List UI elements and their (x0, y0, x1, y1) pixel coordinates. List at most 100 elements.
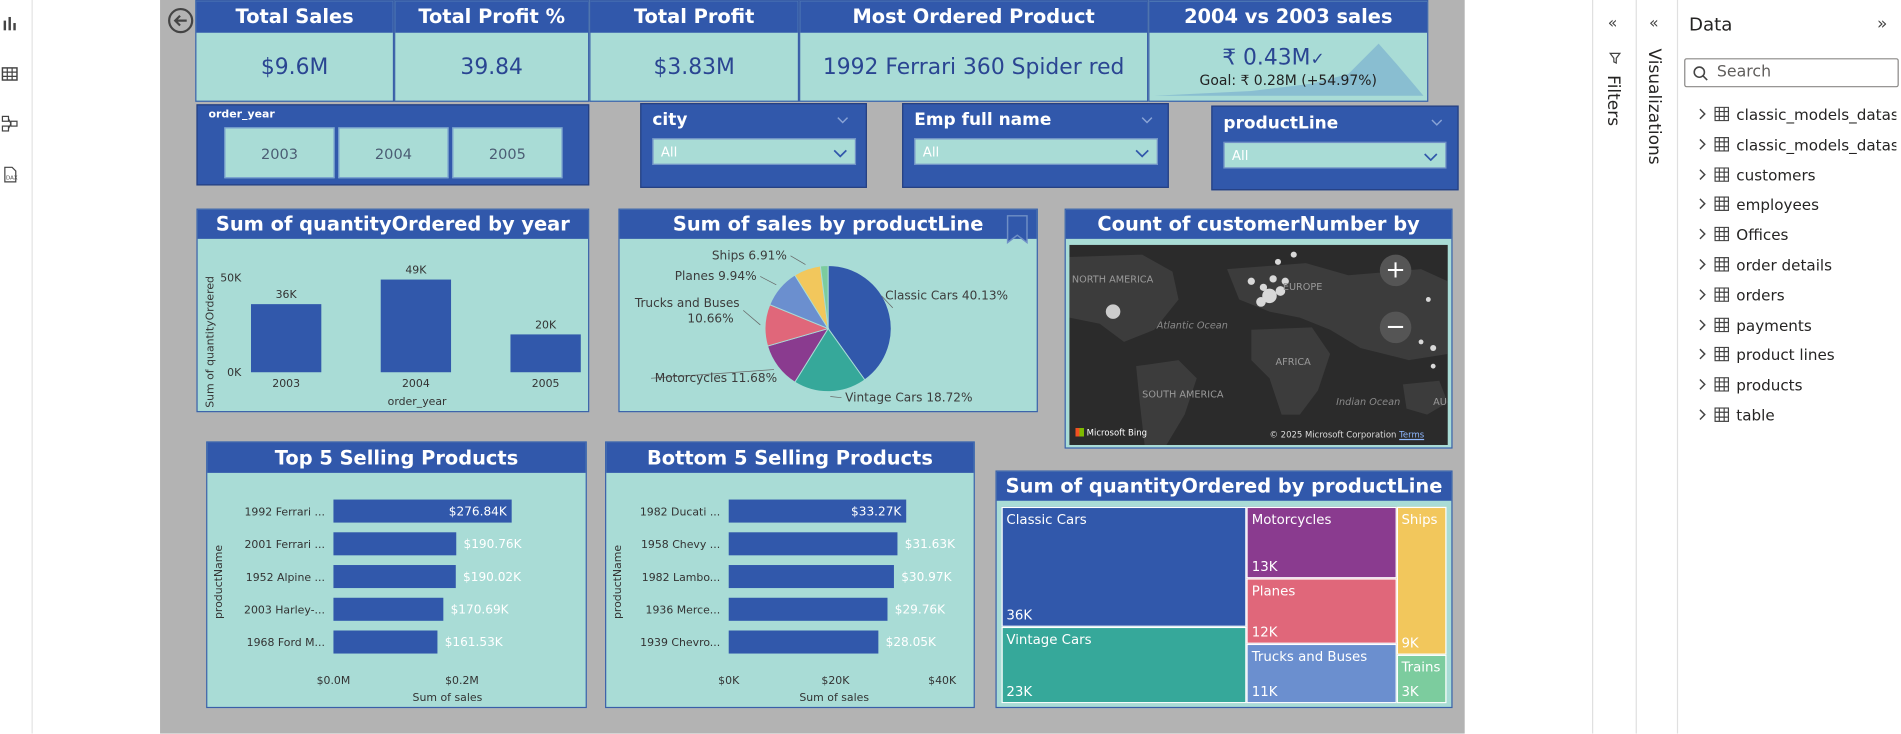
chevron-right-icon[interactable] (1698, 348, 1708, 360)
productline-dropdown[interactable]: All (1223, 141, 1447, 169)
chevron-right-icon[interactable] (1698, 108, 1708, 120)
model-view-icon[interactable] (1, 115, 18, 132)
treemap-tile[interactable]: Ships 9K (1396, 506, 1447, 655)
bar[interactable] (728, 532, 898, 556)
chevron-down-icon[interactable] (837, 116, 849, 124)
bar[interactable] (250, 304, 322, 373)
chevron-down-icon[interactable] (1141, 116, 1153, 124)
data-table-item[interactable]: customers (1678, 162, 1901, 189)
bar[interactable] (728, 597, 888, 621)
zoom-out-button[interactable]: − (1379, 311, 1412, 344)
report-view-icon[interactable] (1, 15, 18, 32)
bar[interactable] (510, 334, 581, 373)
treemap-tile[interactable]: Motorcycles 13K (1246, 506, 1397, 578)
chevron-right-icon[interactable] (1698, 168, 1708, 180)
pie-slice[interactable] (819, 265, 829, 329)
chevron-right-icon[interactable] (1698, 379, 1708, 391)
treemap-tile[interactable]: Planes 12K (1246, 577, 1397, 644)
treemap-tile[interactable]: Vintage Cars 23K (1001, 626, 1247, 704)
map-area[interactable]: NORTH AMERICA EUROPE Atlantic Ocean AFRI… (1069, 244, 1448, 445)
terms-link[interactable]: Terms (1399, 430, 1425, 441)
chevron-right-icon[interactable] (1698, 288, 1708, 300)
map-label-south-america: SOUTH AMERICA (1142, 389, 1224, 401)
zoom-in-button[interactable]: + (1379, 254, 1412, 287)
table-view-icon[interactable] (1, 65, 18, 82)
bar[interactable] (728, 499, 907, 523)
treemap-tile[interactable]: Trucks and Buses 11K (1246, 643, 1397, 704)
x-axis-label: order_year (388, 395, 447, 408)
data-table-item[interactable]: classic_models_dataset (1678, 102, 1901, 129)
data-label: 49K (405, 263, 427, 276)
bottom5-plot: productName Sum of sales $0K $20K $40K 1… (611, 499, 957, 704)
slicer-employee: Emp full name All (902, 103, 1169, 188)
map-customers-by-country[interactable]: Count of customerNumber by country (1064, 208, 1453, 449)
employee-dropdown[interactable]: All (914, 138, 1158, 165)
filter-icon (1608, 52, 1622, 65)
data-table-item[interactable]: order details (1678, 252, 1901, 279)
data-table-name: classic_models_dataset (1736, 105, 1897, 124)
chevron-right-icon[interactable] (1698, 318, 1708, 330)
x-axis-label: Sum of sales (413, 691, 483, 704)
data-table-item[interactable]: classic_models_dataset... (1678, 132, 1901, 159)
yoy-value-text: ₹ 0.43M (1222, 44, 1311, 71)
data-table-item[interactable]: orders (1678, 282, 1901, 309)
data-table-item[interactable]: payments (1678, 312, 1901, 339)
chart-bottom5-products[interactable]: Bottom 5 Selling Products productName Su… (605, 441, 975, 709)
x-tick: $40K (928, 674, 957, 687)
chart-treemap-qty-by-productline[interactable]: Sum of quantityOrdered by productLine Cl… (995, 470, 1453, 709)
expand-data-pane-icon[interactable]: » (1876, 14, 1888, 34)
bookmark-icon[interactable] (1005, 215, 1029, 245)
pie-slice[interactable] (827, 265, 892, 381)
bar[interactable] (728, 565, 894, 589)
data-table-item[interactable]: employees (1678, 192, 1901, 219)
tile-label: Trucks and Buses (1251, 648, 1368, 664)
chevron-right-icon[interactable] (1698, 228, 1708, 240)
collapse-visualizations-icon[interactable]: « (1649, 14, 1659, 33)
tile-label: Planes (1251, 582, 1296, 599)
tile-label: Trains (1401, 658, 1441, 675)
chevron-right-icon[interactable] (1698, 409, 1708, 421)
bar[interactable] (333, 499, 512, 523)
bar[interactable] (333, 532, 457, 556)
chevron-right-icon[interactable] (1698, 258, 1708, 270)
chart-qty-by-year[interactable]: Sum of quantityOrdered by year Sum of qu… (196, 208, 590, 413)
productline-dropdown-value: All (1231, 147, 1249, 164)
data-label: $30.97K (901, 570, 952, 584)
report-canvas: Total Sales $9.6M Total Profit % 39.84 T… (160, 0, 1465, 734)
chart-top5-products[interactable]: Top 5 Selling Products productName Sum o… (206, 441, 587, 709)
kpi-title: Total Sales (196, 1, 393, 33)
bar[interactable] (333, 630, 438, 654)
chevron-right-icon[interactable] (1698, 198, 1708, 210)
search-input[interactable]: Search (1684, 58, 1899, 88)
visualizations-pane-label[interactable]: Visualizations (1644, 48, 1664, 165)
city-dropdown[interactable]: All (652, 138, 857, 165)
collapse-filters-icon[interactable]: « (1607, 14, 1618, 33)
treemap-tile[interactable]: Trains 3K (1396, 654, 1447, 704)
bar[interactable] (728, 630, 879, 654)
employee-dropdown-value: All (922, 144, 940, 161)
data-table-item[interactable]: products (1678, 372, 1901, 399)
back-arrow-icon[interactable] (167, 7, 194, 34)
slice-label: Trucks and Buses (634, 296, 740, 310)
dax-query-view-icon[interactable]: DAX (1, 166, 18, 183)
tile-label: Ships (1401, 511, 1438, 528)
year-option-2003[interactable]: 2003 (224, 127, 335, 179)
chevron-right-icon[interactable] (1698, 138, 1708, 150)
treemap-tile[interactable]: Classic Cars 36K (1001, 506, 1247, 627)
year-option-2005[interactable]: 2005 (452, 127, 563, 179)
slice-label: Vintage Cars 18.72% (845, 390, 972, 404)
chart-sales-by-productline[interactable]: Sum of sales by productLine Classic Cars… (618, 208, 1038, 413)
bar[interactable] (333, 565, 456, 589)
data-table-name: table (1736, 406, 1775, 425)
bar[interactable] (380, 279, 452, 373)
bar[interactable] (333, 597, 444, 621)
filters-pane-label[interactable]: Filters (1602, 75, 1623, 127)
y-tick: 1982 Ducati ... (640, 505, 720, 518)
data-table-item[interactable]: Offices (1678, 222, 1901, 249)
chevron-down-icon[interactable] (1431, 119, 1443, 126)
data-table-item[interactable]: table (1678, 403, 1901, 430)
pie-slice[interactable] (794, 327, 866, 393)
data-table-item[interactable]: product lines (1678, 342, 1901, 369)
year-option-2004[interactable]: 2004 (338, 127, 449, 179)
view-rail: DAX (0, 0, 33, 734)
